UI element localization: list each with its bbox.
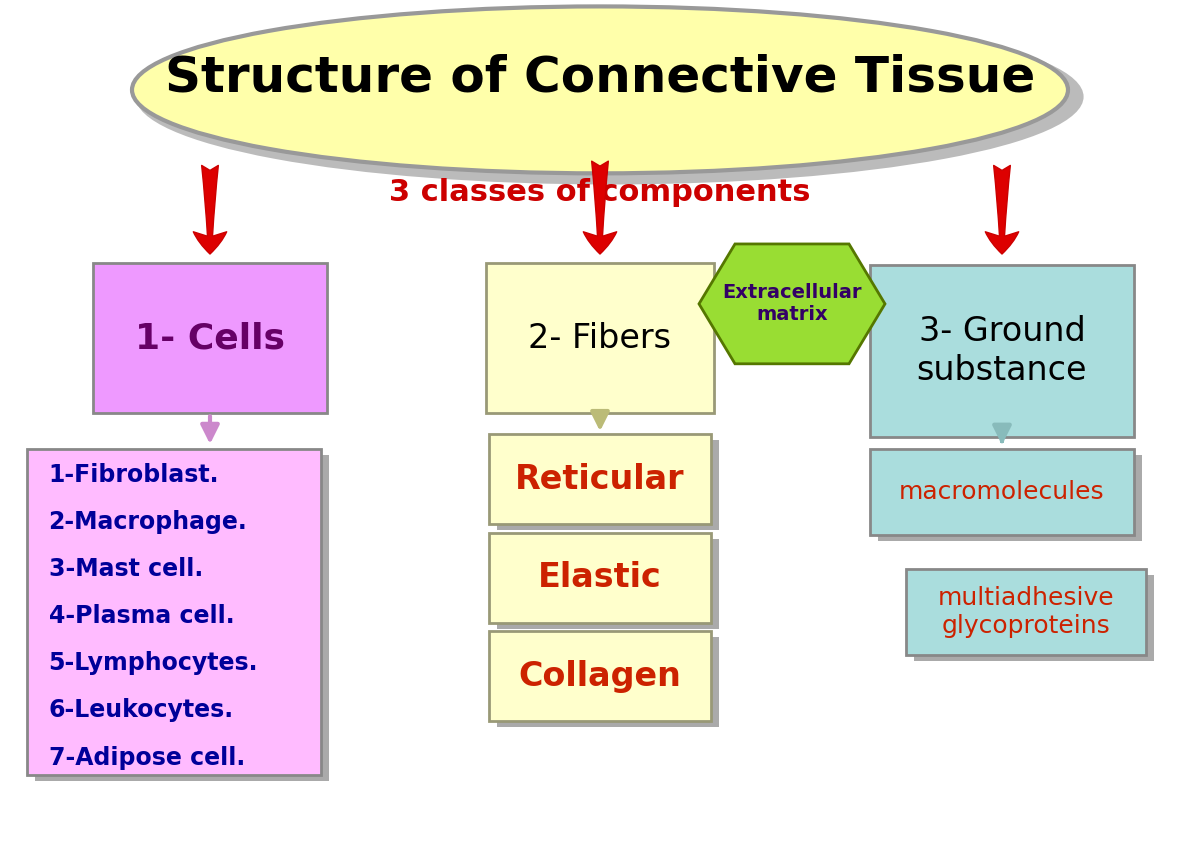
- FancyBboxPatch shape: [870, 449, 1134, 535]
- FancyBboxPatch shape: [914, 575, 1154, 661]
- Text: macromolecules: macromolecules: [899, 480, 1105, 504]
- Text: 1-Fibroblast.: 1-Fibroblast.: [48, 463, 220, 487]
- FancyBboxPatch shape: [498, 539, 719, 628]
- Text: Elastic: Elastic: [538, 562, 662, 594]
- Text: multiadhesive
glycoproteins: multiadhesive glycoproteins: [937, 586, 1115, 638]
- FancyBboxPatch shape: [498, 441, 719, 530]
- FancyBboxPatch shape: [26, 449, 320, 775]
- Text: Reticular: Reticular: [515, 463, 685, 496]
- FancyBboxPatch shape: [490, 632, 710, 721]
- FancyBboxPatch shape: [878, 455, 1142, 541]
- Ellipse shape: [132, 7, 1068, 174]
- Text: 5-Lymphocytes.: 5-Lymphocytes.: [48, 651, 258, 675]
- FancyBboxPatch shape: [94, 264, 326, 413]
- Text: 4-Plasma cell.: 4-Plasma cell.: [48, 604, 234, 628]
- Text: Collagen: Collagen: [518, 660, 682, 693]
- Polygon shape: [698, 244, 886, 364]
- Text: 2-Macrophage.: 2-Macrophage.: [48, 510, 247, 534]
- Ellipse shape: [136, 9, 1084, 185]
- FancyBboxPatch shape: [35, 455, 329, 781]
- Text: 7-Adipose cell.: 7-Adipose cell.: [48, 746, 245, 770]
- FancyBboxPatch shape: [498, 637, 719, 728]
- Text: 1- Cells: 1- Cells: [134, 321, 286, 355]
- FancyBboxPatch shape: [486, 264, 714, 413]
- Text: Structure of Connective Tissue: Structure of Connective Tissue: [164, 53, 1036, 101]
- Text: 3- Ground
substance: 3- Ground substance: [917, 315, 1087, 387]
- Text: 3-Mast cell.: 3-Mast cell.: [48, 557, 203, 581]
- FancyBboxPatch shape: [490, 435, 710, 524]
- Text: Extracellular
matrix: Extracellular matrix: [722, 283, 862, 324]
- FancyBboxPatch shape: [906, 569, 1146, 655]
- Text: 2- Fibers: 2- Fibers: [528, 322, 672, 354]
- FancyBboxPatch shape: [870, 265, 1134, 437]
- Text: 3 classes of components: 3 classes of components: [389, 178, 811, 207]
- Text: 6-Leukocytes.: 6-Leukocytes.: [48, 698, 234, 722]
- FancyBboxPatch shape: [490, 532, 710, 623]
